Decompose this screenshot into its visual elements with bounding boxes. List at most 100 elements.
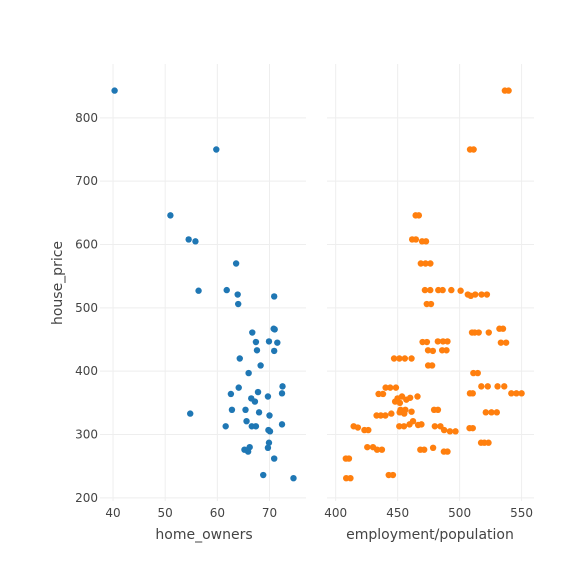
point-left-32: [255, 409, 263, 416]
point-left-9: [235, 300, 242, 308]
point-left-6: [195, 287, 202, 294]
point-left-23: [279, 383, 286, 390]
point-right-109: [429, 444, 437, 451]
point-right-45: [401, 355, 409, 362]
point-left-18: [270, 347, 278, 355]
point-right-96: [431, 423, 439, 430]
point-right-16: [439, 286, 446, 294]
point-right-74: [408, 408, 415, 415]
point-right-111: [444, 448, 451, 455]
point-right-22: [478, 291, 485, 298]
point-right-11: [422, 260, 429, 267]
point-left-19: [236, 355, 243, 362]
x-tick-label-left-70: 70: [262, 506, 277, 520]
x-tick-label-right-500: 500: [448, 506, 471, 520]
point-left-28: [251, 398, 259, 405]
point-right-58: [494, 383, 501, 390]
point-right-91: [400, 423, 408, 430]
point-right-29: [485, 329, 492, 336]
point-right-36: [444, 338, 451, 345]
point-left-0: [111, 87, 118, 94]
point-right-23: [483, 291, 491, 298]
point-left-30: [228, 406, 236, 413]
point-left-38: [252, 423, 260, 430]
x-axis-title-left: home_owners: [155, 527, 252, 543]
point-right-80: [377, 412, 384, 419]
point-left-25: [254, 388, 262, 396]
point-left-21: [245, 369, 252, 377]
panel-home-owners: 40 50 60 70 200 300 400 500 600 700 800 home_owner…: [50, 64, 306, 543]
x-tick-label-right-400: 400: [324, 506, 347, 520]
point-right-57: [484, 383, 491, 390]
point-right-98: [440, 426, 448, 434]
point-right-69: [414, 393, 421, 400]
point-right-34: [434, 338, 442, 345]
point-left-29: [264, 393, 272, 400]
point-right-38: [502, 339, 510, 346]
point-left-36: [243, 418, 250, 425]
y-tick-label-200: 200: [75, 491, 98, 505]
point-left-48: [260, 471, 267, 479]
point-left-11: [249, 329, 256, 336]
point-right-53: [392, 384, 400, 391]
point-right-108: [420, 446, 428, 453]
point-right-10: [417, 260, 425, 267]
point-right-78: [434, 406, 442, 413]
point-right-56: [478, 383, 485, 390]
point-right-93: [409, 418, 417, 425]
point-right-55: [469, 390, 476, 397]
point-right-12: [427, 260, 434, 267]
point-right-85: [493, 409, 501, 416]
point-left-47: [270, 455, 278, 462]
point-right-62: [518, 390, 525, 397]
point-left-7: [223, 286, 230, 294]
point-right-25: [427, 300, 435, 308]
x-tick-label-right-450: 450: [386, 506, 409, 520]
point-left-5: [232, 260, 240, 267]
point-left-22: [235, 384, 242, 391]
point-right-103: [364, 443, 371, 451]
point-right-50: [474, 369, 481, 377]
point-right-84: [488, 409, 495, 416]
point-right-83: [482, 409, 489, 416]
point-right-39: [424, 347, 432, 354]
point-right-46: [408, 355, 415, 362]
point-right-5: [415, 212, 423, 219]
point-left-46: [246, 443, 253, 451]
point-right-59: [501, 383, 508, 390]
point-left-8: [234, 291, 241, 298]
point-right-31: [499, 325, 507, 332]
point-right-64: [379, 390, 387, 398]
point-left-40: [278, 421, 286, 428]
point-right-99: [446, 428, 454, 435]
point-right-17: [448, 286, 455, 294]
point-right-82: [388, 410, 395, 417]
point-right-81: [382, 412, 389, 419]
point-left-26: [278, 390, 286, 397]
point-left-14: [252, 338, 260, 346]
y-tick-label-800: 800: [75, 111, 98, 125]
y-tick-label-400: 400: [75, 364, 98, 378]
point-left-31: [242, 406, 249, 413]
point-right-76: [401, 410, 408, 417]
point-right-100: [452, 428, 459, 435]
point-left-17: [253, 347, 261, 354]
point-left-2: [167, 212, 174, 219]
point-right-114: [485, 439, 492, 446]
point-right-102: [469, 424, 476, 432]
point-right-9: [422, 238, 430, 245]
point-left-1: [213, 146, 220, 153]
x-tick-label-left-50: 50: [158, 506, 173, 520]
point-right-33: [423, 338, 431, 346]
point-right-21: [472, 291, 479, 298]
point-left-3: [185, 236, 192, 243]
point-right-68: [406, 394, 414, 401]
point-right-87: [354, 424, 362, 431]
point-right-52: [387, 384, 394, 391]
point-left-34: [266, 412, 273, 419]
point-right-18: [457, 287, 464, 294]
point-left-20: [257, 362, 264, 369]
point-right-118: [389, 471, 397, 479]
point-right-90: [396, 423, 403, 430]
